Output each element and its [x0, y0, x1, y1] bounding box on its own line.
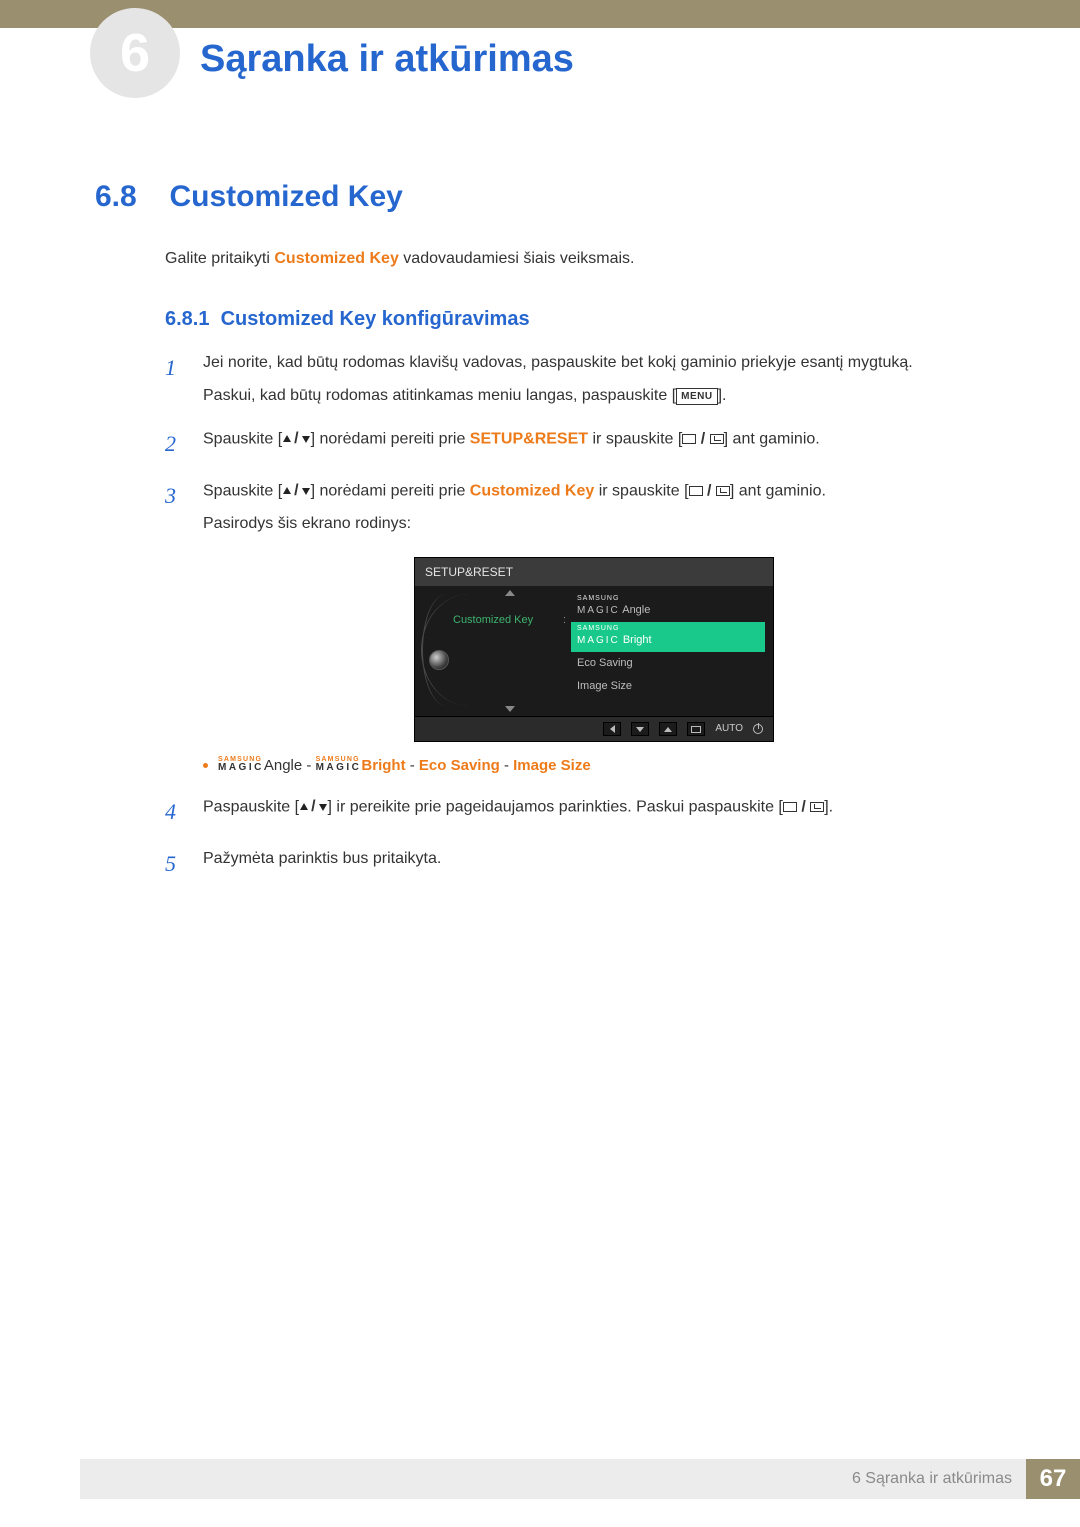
footer-chapter-label: 6 Sąranka ir atkūrimas — [852, 1470, 1012, 1488]
osd-opt1-top: SAMSUNG — [577, 595, 759, 602]
step3-bold: Customized Key — [470, 482, 594, 499]
osd-opt2-bottom: MAGIC — [577, 635, 620, 646]
opt-eco: Eco Saving — [419, 757, 500, 774]
rect-icon — [689, 486, 703, 496]
step1-line2-prefix: Paskui, kad būtų rodomas atitinkamas men… — [203, 387, 676, 404]
up-down-icon: / — [282, 479, 310, 504]
osd-opt2-label: Bright — [620, 634, 652, 646]
opt-image: Image Size — [513, 757, 591, 774]
content: 6.8 Customized Key Galite pritaikyti Cus… — [95, 180, 985, 899]
osd-screenshot: SETUP&RESET Customized Key : — [414, 557, 774, 742]
page-header-title: Sąranka ir atkūrimas — [200, 38, 574, 81]
step4-mid: ] ir pereikite prie pageidaujamos parink… — [328, 798, 783, 815]
options-text: SAMSUNGMAGICAngle - SAMSUNGMAGICBright -… — [218, 754, 591, 777]
section-intro: Galite pritaikyti Customized Key vadovau… — [165, 250, 985, 268]
osd-panel: SETUP&RESET Customized Key : — [414, 557, 774, 742]
opt-sep: - — [410, 757, 419, 774]
chapter-number: 6 — [120, 22, 150, 84]
step-4: 4 Paspauskite [/] ir pereikite prie page… — [165, 795, 985, 829]
osd-colon: : — [563, 612, 566, 629]
step-number: 2 — [165, 427, 185, 461]
opt-angle: Angle — [264, 757, 302, 774]
osd-opt1-bottom: MAGIC — [577, 605, 620, 616]
step2-bold: SETUP&RESET — [470, 430, 588, 447]
step4-suffix: ]. — [824, 798, 833, 815]
intro-prefix: Galite pritaikyti — [165, 250, 274, 267]
subsection-title: Customized Key konfigūravimas — [221, 308, 530, 330]
step1-line1: Jei norite, kad būtų rodomas klavišų vad… — [203, 354, 913, 371]
step-body: Pažymėta parinktis bus pritaikyta. — [203, 847, 985, 881]
intro-suffix: vadovaudamiesi šiais veiksmais. — [399, 250, 635, 267]
step2-prefix: Spauskite [ — [203, 430, 282, 447]
steps: 1 Jei norite, kad būtų rodomas klavišų v… — [165, 351, 985, 881]
step4-prefix: Paspauskite [ — [203, 798, 299, 815]
osd-bottom-bar: AUTO — [415, 716, 773, 741]
osd-arrow-down-icon — [505, 706, 515, 712]
footer-bar: 6 Sąranka ir atkūrimas 67 — [80, 1459, 1080, 1499]
rect-icon — [682, 434, 696, 444]
subsection-heading: 6.8.1 Customized Key konfigūravimas — [165, 308, 985, 331]
step3-mid1: ] norėdami pereiti prie — [311, 482, 470, 499]
section-title: Customized Key — [169, 180, 402, 213]
step3-sub: Pasirodys šis ekrano rodinys: — [203, 512, 985, 537]
return-icon — [710, 434, 724, 444]
footer-page-number: 67 — [1026, 1459, 1080, 1499]
osd-arrow-up-icon — [505, 590, 515, 596]
intro-bold: Customized Key — [274, 250, 398, 267]
step-body: Jei norite, kad būtų rodomas klavišų vad… — [203, 351, 985, 409]
step-number: 5 — [165, 847, 185, 881]
up-down-icon: / — [282, 427, 310, 452]
section-heading: 6.8 Customized Key — [95, 180, 985, 214]
step1-line2-suffix: ]. — [718, 387, 727, 404]
rect-icon — [783, 802, 797, 812]
osd-option: Image Size — [571, 675, 765, 698]
step3-suffix: ] ant gaminio. — [730, 482, 826, 499]
osd-nav-up-icon — [659, 722, 677, 736]
step-number: 3 — [165, 479, 185, 777]
osd-left: Customized Key — [415, 586, 565, 716]
osd-curve — [421, 594, 469, 706]
samsung-magic-icon: SAMSUNGMAGIC — [218, 756, 264, 773]
step2-suffix: ] ant gaminio. — [724, 430, 820, 447]
osd-body: Customized Key : SAMSUNG MAGIC Angle — [415, 586, 773, 716]
up-down-icon: / — [299, 795, 327, 820]
osd-opt2-top: SAMSUNG — [577, 625, 759, 632]
step-body: Paspauskite [/] ir pereikite prie pageid… — [203, 795, 985, 829]
chapter-bubble: 6 — [90, 8, 180, 98]
menu-icon: MENU — [676, 388, 717, 406]
return-icon — [810, 802, 824, 812]
subsection-number: 6.8.1 — [165, 308, 209, 330]
osd-option: SAMSUNG MAGIC Angle — [571, 592, 765, 622]
osd-right: SAMSUNG MAGIC Angle SAMSUNG MAGIC Bright… — [565, 586, 773, 716]
step2-mid2: ir spauskite [ — [588, 430, 682, 447]
opt-sep: - — [504, 757, 513, 774]
osd-nav-enter-icon — [687, 722, 705, 736]
step-3: 3 Spauskite [/] norėdami pereiti prie Cu… — [165, 479, 985, 777]
step-number: 1 — [165, 351, 185, 409]
bullet-icon — [203, 763, 208, 768]
osd-option-selected: SAMSUNG MAGIC Bright — [571, 622, 765, 652]
osd-nav-left-icon — [603, 722, 621, 736]
osd-nav-down-icon — [631, 722, 649, 736]
opt-sep: - — [306, 757, 315, 774]
step-2: 2 Spauskite [/] norėdami pereiti prie SE… — [165, 427, 985, 461]
osd-title: SETUP&RESET — [415, 558, 773, 587]
options-bullet-line: SAMSUNGMAGICAngle - SAMSUNGMAGICBright -… — [203, 754, 985, 777]
osd-power-icon — [753, 724, 763, 734]
step3-mid2: ir spauskite [ — [594, 482, 688, 499]
section-number: 6.8 — [95, 180, 165, 214]
osd-option: Eco Saving — [571, 652, 765, 675]
step-body: Spauskite [/] norėdami pereiti prie SETU… — [203, 427, 985, 461]
step-number: 4 — [165, 795, 185, 829]
osd-opt1-label: Angle — [620, 604, 651, 616]
return-icon — [716, 486, 730, 496]
step2-mid1: ] norėdami pereiti prie — [311, 430, 470, 447]
step-body: Spauskite [/] norėdami pereiti prie Cust… — [203, 479, 985, 777]
step-1: 1 Jei norite, kad būtų rodomas klavišų v… — [165, 351, 985, 409]
samsung-magic-icon: SAMSUNGMAGIC — [316, 756, 362, 773]
step3-prefix: Spauskite [ — [203, 482, 282, 499]
opt-bright: Bright — [361, 757, 405, 774]
step-5: 5 Pažymėta parinktis bus pritaikyta. — [165, 847, 985, 881]
osd-auto-label: AUTO — [715, 721, 743, 737]
